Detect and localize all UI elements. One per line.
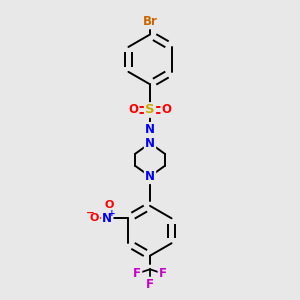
Text: F: F [159, 267, 167, 280]
Text: −: − [85, 208, 94, 218]
Text: O: O [90, 213, 99, 223]
Text: N: N [102, 212, 112, 225]
Text: S: S [145, 103, 155, 116]
Text: Br: Br [142, 15, 158, 28]
Text: O: O [104, 200, 113, 211]
Text: F: F [146, 278, 154, 291]
Text: O: O [162, 103, 172, 116]
Text: +: + [108, 208, 116, 217]
Text: N: N [145, 137, 155, 150]
Text: N: N [145, 170, 155, 183]
Text: O: O [128, 103, 138, 116]
Text: N: N [145, 123, 155, 136]
Text: F: F [133, 267, 141, 280]
